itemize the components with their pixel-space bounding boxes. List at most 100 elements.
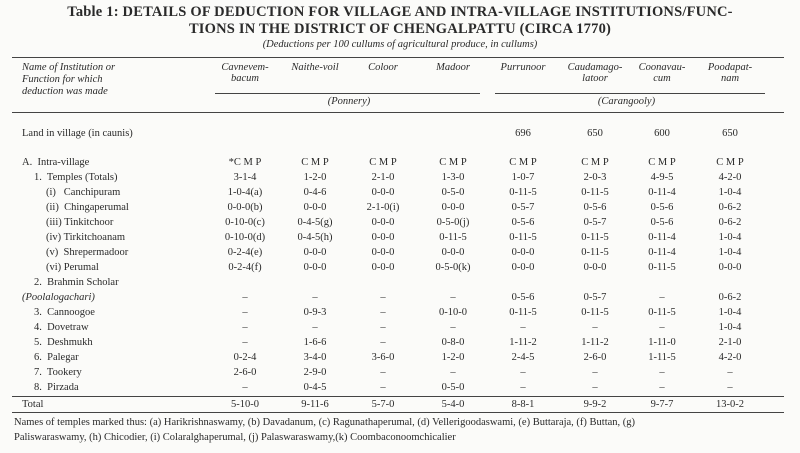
cell: 0-5-6: [650, 202, 674, 213]
cell: 0-11-4: [648, 187, 676, 198]
title-line: Table 1: DETAILS OF DEDUCTION FOR VILLAG…: [67, 4, 733, 20]
cell: –: [242, 307, 248, 318]
cell: 0-0-0: [371, 247, 395, 258]
cell: –: [380, 322, 386, 333]
cell: C M P: [648, 157, 676, 168]
cell: C M P: [369, 157, 397, 168]
row-label: (i) Canchipuram: [46, 187, 121, 198]
cell: 1-0-4: [718, 322, 742, 333]
cell: –: [520, 382, 526, 393]
cell: 1-2-0: [303, 172, 327, 183]
cell: 0-0-0: [303, 247, 327, 258]
cell: C M P: [509, 157, 537, 168]
row-label: 7. Tookery: [34, 367, 82, 378]
cell: 0-0-0: [303, 262, 327, 273]
cell: 1-0-4(a): [227, 187, 263, 198]
cell: 0-10-0(d): [224, 232, 266, 243]
row-label: (vi) Perumal: [46, 262, 99, 273]
cell: 650: [587, 128, 603, 139]
column-header: Purrunoor: [500, 62, 546, 73]
cell: 0-5-6: [583, 202, 607, 213]
cell: –: [727, 367, 733, 378]
cell: 1-3-0: [441, 172, 465, 183]
cell: –: [592, 322, 598, 333]
stub-header: deduction was made: [22, 86, 108, 97]
cell: 1-11-2: [509, 337, 537, 348]
cell: –: [242, 337, 248, 348]
cell: 696: [515, 128, 531, 139]
row-label: A. Intra-village: [22, 157, 90, 168]
cell: –: [659, 367, 665, 378]
cell: –: [380, 367, 386, 378]
cell: –: [659, 292, 665, 303]
cell: 2-4-5: [511, 352, 535, 363]
cell: 0-0-0: [371, 187, 395, 198]
cell: 2-1-0: [718, 337, 742, 348]
cell: 1-11-2: [581, 337, 609, 348]
cell: 0-9-3: [303, 307, 327, 318]
cell: 0-0-0: [441, 247, 465, 258]
cell: –: [520, 322, 526, 333]
cell: 0-8-0: [441, 337, 465, 348]
cell: 600: [654, 128, 670, 139]
row-label: (ii) Chingaperumal: [46, 202, 129, 213]
column-header: Naithe-voil: [291, 62, 339, 73]
cell: 0-4-5: [303, 382, 327, 393]
cell: 0-5-0(k): [435, 262, 471, 273]
group-rule: [215, 93, 480, 94]
cell: 0-0-0(b): [227, 202, 263, 213]
group-label: (Ponnery): [327, 96, 371, 107]
cell: 1-0-4: [718, 247, 742, 258]
total-cell: 5-4-0: [441, 399, 465, 410]
cell: 0-4-6: [303, 187, 327, 198]
cell: 3-4-0: [303, 352, 327, 363]
cell: 0-0-0: [511, 262, 535, 273]
cell: 0-11-5: [581, 247, 609, 258]
cell: *C M P: [228, 157, 262, 168]
row-label: (iv) Tirkitchoanam: [46, 232, 126, 243]
cell: 0-5-7: [583, 217, 607, 228]
cell: 0-4-5(g): [297, 217, 333, 228]
total-cell: 5-10-0: [231, 399, 259, 410]
row-label: 3. Cannoogoe: [34, 307, 95, 318]
footnote: Names of temples marked thus: (a) Harikr…: [14, 417, 636, 428]
cell: –: [242, 322, 248, 333]
group-label: (Carangooly): [597, 96, 656, 107]
column-header: latoor: [582, 73, 608, 84]
cell: 0-0-0: [371, 262, 395, 273]
cell: 2-6-0: [583, 352, 607, 363]
cell: C M P: [439, 157, 467, 168]
rule: [12, 396, 784, 397]
cell: –: [659, 382, 665, 393]
cell: –: [312, 292, 318, 303]
cell: 0-10-0(c): [225, 217, 265, 228]
column-header: Madoor: [436, 62, 470, 73]
row-label: (iii) Tinkitchoor: [46, 217, 114, 228]
subtitle: (Deductions per 100 cullums of agricultu…: [262, 39, 538, 50]
title-line: TIONS IN THE DISTRICT OF CHENGALPATTU (C…: [188, 21, 612, 37]
cell: 0-6-2: [718, 292, 742, 303]
cell: –: [592, 382, 598, 393]
cell: –: [450, 322, 456, 333]
cell: 4-9-5: [650, 172, 674, 183]
total-cell: 8-8-1: [511, 399, 535, 410]
cell: 1-0-4: [718, 307, 742, 318]
column-header: cum: [653, 73, 671, 84]
cell: –: [450, 367, 456, 378]
row-label: (v) Shrepermadoor: [46, 247, 129, 258]
column-header: nam: [720, 73, 740, 84]
row-label: 6. Palegar: [34, 352, 79, 363]
row-label: 8. Pirzada: [34, 382, 79, 393]
cell: –: [242, 292, 248, 303]
cell: 0-5-6: [511, 292, 535, 303]
total-cell: 5-7-0: [371, 399, 395, 410]
row-label: Land in village (in caunis): [22, 128, 133, 139]
footnote: Paliswaraswamy, (h) Chicodier, (i) Colar…: [14, 432, 456, 443]
cell: 2-1-0: [371, 172, 395, 183]
cell: 3-1-4: [233, 172, 257, 183]
cell: 0-2-4: [233, 352, 257, 363]
cell: 2-0-3: [583, 172, 607, 183]
cell: 0-5-6: [650, 217, 674, 228]
stub-header: Function for which: [22, 74, 103, 85]
